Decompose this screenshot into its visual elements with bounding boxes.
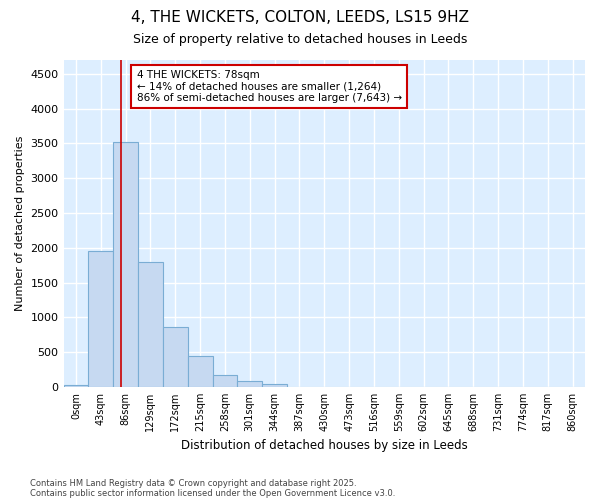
Bar — [88, 252, 113, 387]
Bar — [188, 356, 212, 387]
Bar — [138, 262, 163, 387]
X-axis label: Distribution of detached houses by size in Leeds: Distribution of detached houses by size … — [181, 440, 467, 452]
Text: Contains public sector information licensed under the Open Government Licence v3: Contains public sector information licen… — [30, 488, 395, 498]
Text: 4 THE WICKETS: 78sqm
← 14% of detached houses are smaller (1,264)
86% of semi-de: 4 THE WICKETS: 78sqm ← 14% of detached h… — [137, 70, 401, 103]
Bar — [262, 384, 287, 387]
Bar — [64, 385, 88, 387]
Bar — [238, 380, 262, 387]
Bar — [113, 142, 138, 387]
Text: 4, THE WICKETS, COLTON, LEEDS, LS15 9HZ: 4, THE WICKETS, COLTON, LEEDS, LS15 9HZ — [131, 10, 469, 25]
Bar — [163, 327, 188, 387]
Y-axis label: Number of detached properties: Number of detached properties — [15, 136, 25, 311]
Text: Contains HM Land Registry data © Crown copyright and database right 2025.: Contains HM Land Registry data © Crown c… — [30, 478, 356, 488]
Bar — [212, 375, 238, 387]
Text: Size of property relative to detached houses in Leeds: Size of property relative to detached ho… — [133, 32, 467, 46]
